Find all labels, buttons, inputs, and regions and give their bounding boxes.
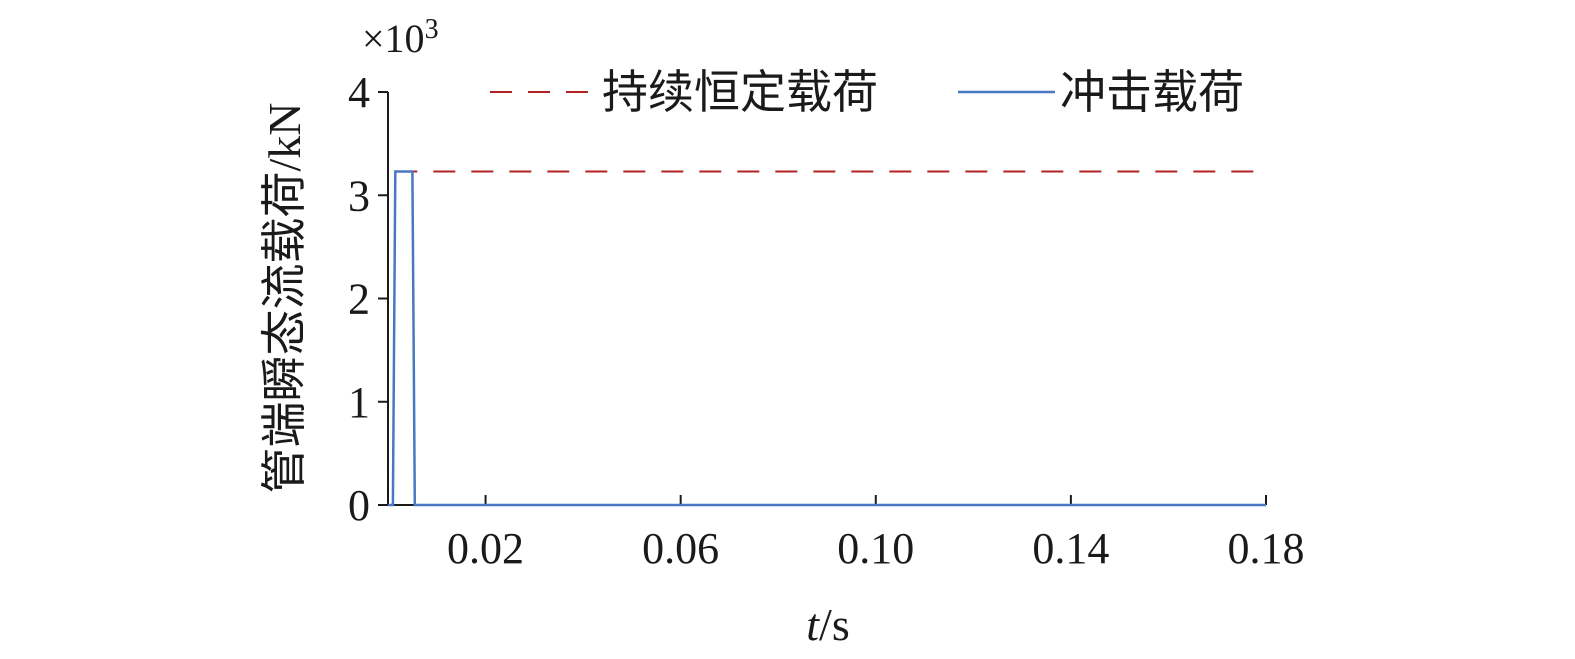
y-tick-label: 3 bbox=[348, 171, 370, 220]
legend: 持续恒定载荷 冲击载荷 bbox=[490, 65, 1244, 119]
y-tick-label: 0 bbox=[348, 481, 370, 530]
legend-label-1: 冲击载荷 bbox=[1060, 65, 1244, 119]
series-line-1 bbox=[388, 170, 1266, 507]
y-multiplier: ×103 bbox=[362, 14, 439, 61]
y-tick-label: 2 bbox=[348, 275, 370, 324]
x-axis-title: t/s bbox=[806, 599, 849, 650]
y-axis-title: 管端瞬态流载荷/kN bbox=[259, 103, 310, 494]
x-tick-label: 0.02 bbox=[447, 524, 524, 573]
x-tick-label: 0.10 bbox=[837, 524, 914, 573]
x-tick-label: 0.14 bbox=[1032, 524, 1109, 573]
plot-area bbox=[388, 170, 1266, 507]
x-tick-label: 0.18 bbox=[1228, 524, 1305, 573]
y-tick-label: 1 bbox=[348, 378, 370, 427]
x-tick-label: 0.06 bbox=[642, 524, 719, 573]
legend-label-0: 持续恒定载荷 bbox=[602, 65, 878, 119]
axes: 0 1 2 3 4 0.02 0.06 0.10 0.14 0.18 bbox=[348, 68, 1305, 573]
y-tick-label: 4 bbox=[348, 68, 370, 117]
